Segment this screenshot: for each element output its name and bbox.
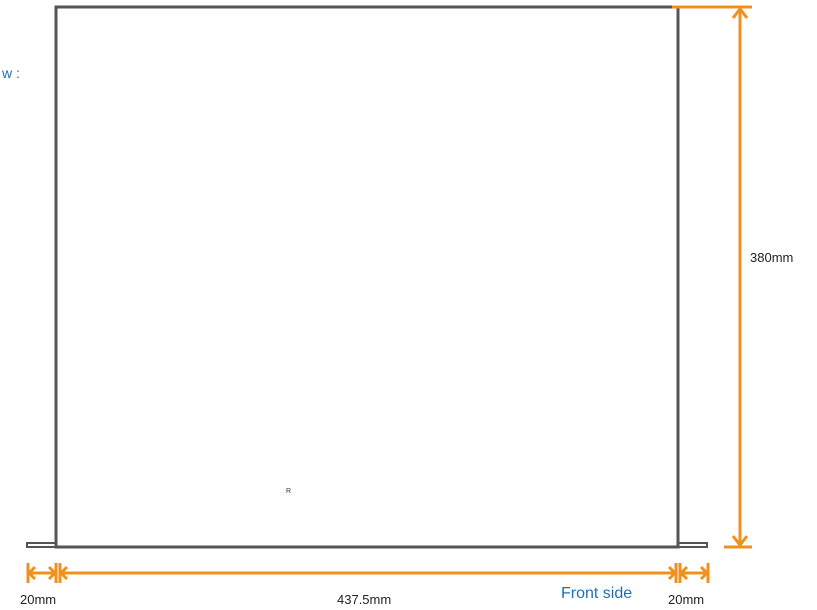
left-ear-arrow-left bbox=[26, 565, 37, 581]
front-side-label: Front side bbox=[561, 585, 633, 602]
width-arrow-right bbox=[667, 565, 678, 581]
height-dimension-label: 380mm bbox=[750, 250, 794, 265]
right-ear-dimension-label: 20mm bbox=[668, 592, 705, 607]
right-ear-arrow-right bbox=[699, 565, 710, 581]
right-ear-arrow-left bbox=[678, 565, 689, 581]
view-label: w : bbox=[2, 65, 20, 81]
height-arrow-bottom bbox=[731, 535, 749, 548]
right-mounting-ear bbox=[677, 542, 708, 548]
left-ear-dimension-label: 20mm bbox=[20, 592, 57, 607]
height-arrow-top bbox=[731, 6, 749, 19]
left-mounting-ear bbox=[26, 542, 57, 548]
width-arrow-left bbox=[58, 565, 69, 581]
left-ear-arrow-right bbox=[47, 565, 58, 581]
marker-label: R bbox=[286, 488, 292, 495]
chassis-body-outline bbox=[54, 5, 680, 549]
width-dimension-label: 437.5mm bbox=[337, 592, 392, 607]
